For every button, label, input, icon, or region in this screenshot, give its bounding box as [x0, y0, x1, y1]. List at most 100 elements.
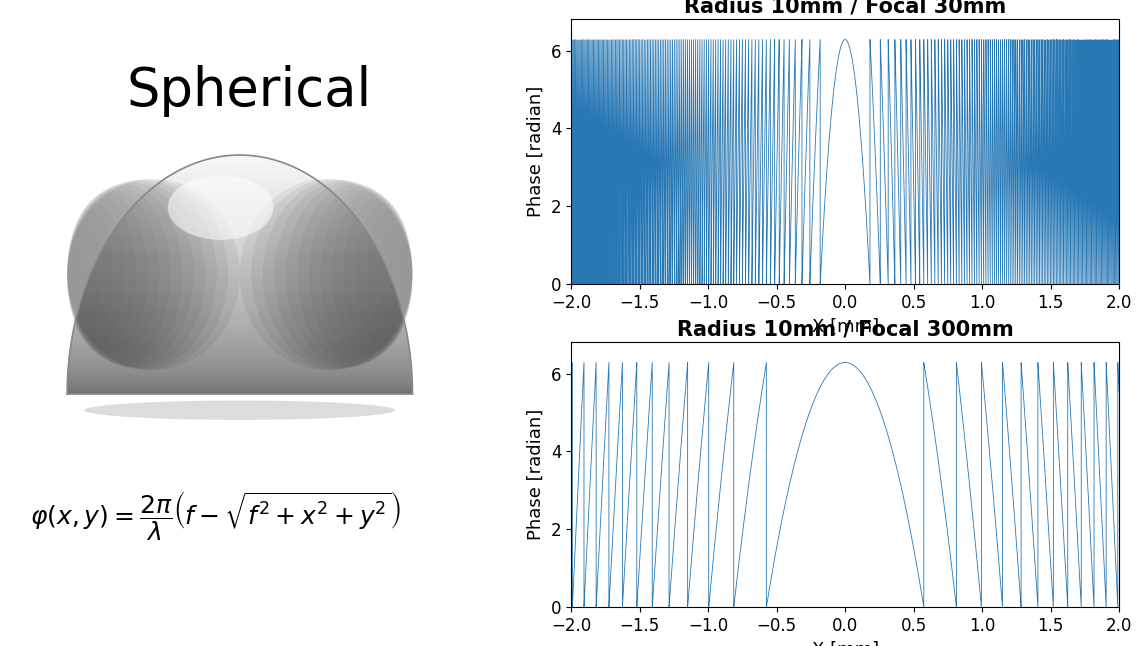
Ellipse shape [240, 179, 412, 370]
X-axis label: X [mm]: X [mm] [812, 318, 878, 335]
FancyBboxPatch shape [69, 360, 411, 361]
FancyBboxPatch shape [79, 308, 401, 309]
FancyBboxPatch shape [79, 307, 401, 308]
Ellipse shape [67, 179, 228, 370]
FancyBboxPatch shape [78, 309, 402, 310]
FancyBboxPatch shape [171, 174, 308, 175]
FancyBboxPatch shape [70, 355, 410, 356]
FancyBboxPatch shape [91, 271, 388, 272]
FancyBboxPatch shape [95, 265, 385, 266]
FancyBboxPatch shape [67, 381, 412, 382]
Ellipse shape [251, 179, 412, 370]
FancyBboxPatch shape [90, 275, 389, 276]
FancyBboxPatch shape [96, 262, 384, 264]
FancyBboxPatch shape [218, 156, 262, 158]
FancyBboxPatch shape [72, 335, 408, 336]
FancyBboxPatch shape [103, 249, 377, 250]
FancyBboxPatch shape [73, 331, 407, 332]
FancyBboxPatch shape [90, 274, 389, 275]
FancyBboxPatch shape [120, 222, 360, 223]
FancyBboxPatch shape [98, 256, 381, 257]
FancyBboxPatch shape [85, 288, 395, 289]
FancyBboxPatch shape [162, 180, 317, 182]
FancyBboxPatch shape [69, 370, 411, 371]
FancyBboxPatch shape [67, 378, 412, 379]
FancyBboxPatch shape [87, 284, 393, 285]
FancyBboxPatch shape [80, 304, 400, 305]
FancyBboxPatch shape [98, 257, 381, 258]
Title: Radius 10mm / Focal 300mm: Radius 10mm / Focal 300mm [677, 319, 1013, 339]
FancyBboxPatch shape [67, 379, 412, 380]
FancyBboxPatch shape [118, 224, 362, 225]
FancyBboxPatch shape [151, 189, 329, 190]
Y-axis label: Phase [radian]: Phase [radian] [528, 409, 545, 541]
FancyBboxPatch shape [67, 380, 412, 381]
FancyBboxPatch shape [69, 361, 411, 362]
FancyBboxPatch shape [100, 253, 379, 254]
FancyBboxPatch shape [135, 203, 345, 204]
FancyBboxPatch shape [72, 339, 408, 340]
FancyBboxPatch shape [99, 255, 380, 256]
FancyBboxPatch shape [100, 251, 379, 252]
FancyBboxPatch shape [75, 318, 404, 319]
FancyBboxPatch shape [99, 254, 380, 255]
FancyBboxPatch shape [69, 366, 411, 367]
FancyBboxPatch shape [82, 296, 397, 297]
FancyBboxPatch shape [194, 163, 286, 164]
FancyBboxPatch shape [129, 210, 351, 211]
FancyBboxPatch shape [77, 315, 403, 316]
FancyBboxPatch shape [140, 198, 339, 199]
FancyBboxPatch shape [89, 277, 391, 278]
FancyBboxPatch shape [75, 320, 404, 321]
FancyBboxPatch shape [148, 191, 331, 192]
FancyBboxPatch shape [106, 243, 373, 244]
FancyBboxPatch shape [127, 213, 353, 214]
FancyBboxPatch shape [69, 363, 411, 364]
FancyBboxPatch shape [75, 322, 404, 323]
FancyBboxPatch shape [67, 386, 412, 387]
FancyBboxPatch shape [155, 185, 324, 186]
FancyBboxPatch shape [72, 336, 408, 337]
FancyBboxPatch shape [69, 368, 411, 369]
FancyBboxPatch shape [82, 297, 397, 298]
FancyBboxPatch shape [138, 200, 341, 202]
FancyBboxPatch shape [73, 329, 407, 330]
FancyBboxPatch shape [67, 375, 412, 376]
FancyBboxPatch shape [67, 387, 412, 388]
FancyBboxPatch shape [100, 252, 379, 253]
FancyBboxPatch shape [143, 196, 337, 197]
FancyBboxPatch shape [184, 168, 296, 169]
FancyBboxPatch shape [70, 354, 410, 355]
FancyBboxPatch shape [110, 237, 370, 238]
FancyBboxPatch shape [106, 242, 373, 243]
FancyBboxPatch shape [71, 344, 409, 345]
FancyBboxPatch shape [86, 286, 394, 287]
FancyBboxPatch shape [67, 376, 412, 377]
FancyBboxPatch shape [81, 299, 399, 300]
FancyBboxPatch shape [67, 373, 412, 374]
FancyBboxPatch shape [134, 205, 346, 206]
FancyBboxPatch shape [121, 220, 359, 221]
FancyBboxPatch shape [72, 337, 408, 339]
FancyBboxPatch shape [88, 279, 392, 280]
FancyBboxPatch shape [71, 345, 409, 346]
FancyBboxPatch shape [67, 390, 412, 391]
Ellipse shape [168, 175, 273, 240]
FancyBboxPatch shape [80, 302, 400, 303]
FancyBboxPatch shape [70, 352, 410, 353]
Ellipse shape [263, 180, 412, 370]
FancyBboxPatch shape [81, 301, 399, 302]
FancyBboxPatch shape [73, 334, 407, 335]
FancyBboxPatch shape [152, 188, 328, 189]
FancyBboxPatch shape [67, 383, 412, 384]
FancyBboxPatch shape [150, 190, 330, 191]
FancyBboxPatch shape [108, 238, 371, 240]
FancyBboxPatch shape [207, 159, 273, 160]
FancyBboxPatch shape [75, 319, 404, 320]
FancyBboxPatch shape [112, 233, 368, 234]
Ellipse shape [67, 179, 240, 370]
FancyBboxPatch shape [111, 234, 369, 236]
FancyBboxPatch shape [93, 270, 387, 271]
FancyBboxPatch shape [77, 316, 403, 317]
FancyBboxPatch shape [166, 178, 314, 179]
